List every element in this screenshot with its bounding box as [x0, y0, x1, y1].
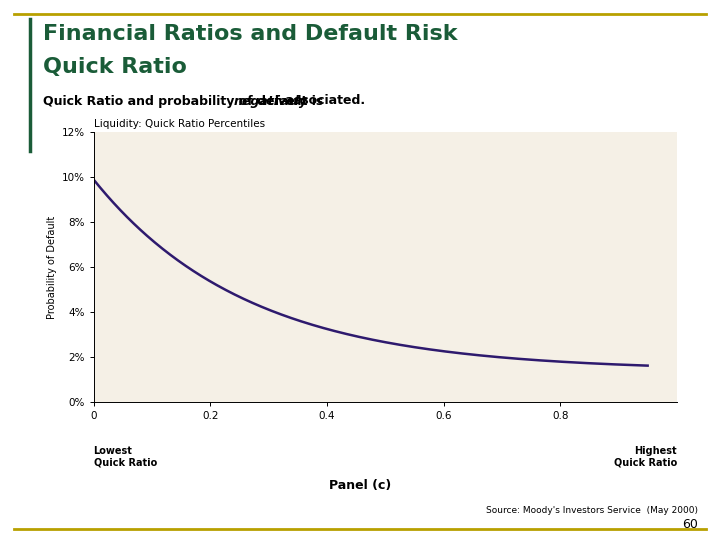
Y-axis label: Probability of Default: Probability of Default — [48, 215, 58, 319]
Text: Panel (c): Panel (c) — [329, 480, 391, 492]
Text: Highest
Quick Ratio: Highest Quick Ratio — [613, 446, 677, 467]
Text: Financial Ratios and Default Risk: Financial Ratios and Default Risk — [43, 24, 458, 44]
Text: Quick Ratio: Quick Ratio — [43, 57, 187, 77]
Text: Quick Ratio and probability of default is: Quick Ratio and probability of default i… — [43, 94, 328, 107]
Text: negatively: negatively — [234, 94, 307, 107]
Text: 60: 60 — [683, 518, 698, 531]
Text: Lowest
Quick Ratio: Lowest Quick Ratio — [94, 446, 157, 467]
Text: associated.: associated. — [282, 94, 366, 107]
Text: Source: Moody's Investors Service  (May 2000): Source: Moody's Investors Service (May 2… — [487, 506, 698, 515]
Text: Liquidity: Quick Ratio Percentiles: Liquidity: Quick Ratio Percentiles — [94, 119, 265, 129]
